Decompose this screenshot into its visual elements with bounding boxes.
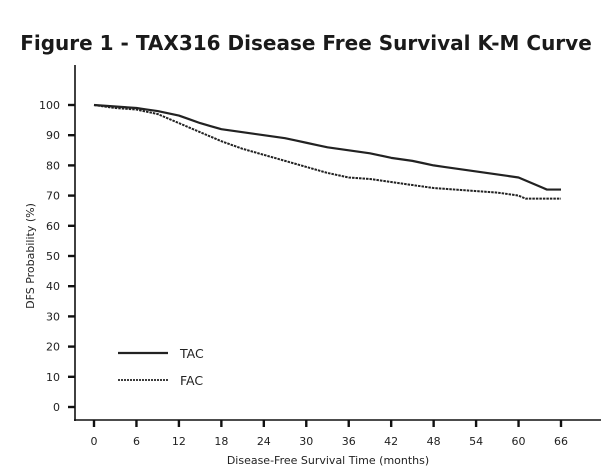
x-tick-label: 36 xyxy=(342,435,356,448)
y-tick-label: 0 xyxy=(53,401,60,414)
x-axis-label: Disease-Free Survival Time (months) xyxy=(227,454,429,467)
series-line-tac xyxy=(93,103,561,191)
x-tick-label: 0 xyxy=(91,435,98,448)
y-tick-label: 50 xyxy=(46,250,60,263)
y-tick-label: 90 xyxy=(46,129,60,142)
x-tick-label: 66 xyxy=(554,435,568,448)
legend-tac-label: TAC xyxy=(179,346,204,361)
axes xyxy=(74,65,601,421)
y-tick-label: 100 xyxy=(39,99,60,112)
x-tick-label: 6 xyxy=(133,435,140,448)
y-tick-label: 10 xyxy=(46,371,60,384)
y-tick-label: 70 xyxy=(46,190,60,203)
y-tick-label: 60 xyxy=(46,220,60,233)
x-tick-label: 24 xyxy=(257,435,271,448)
legend-fac-label: FAC xyxy=(180,373,203,388)
x-ticks: 0 6 12 18 24 30 36 42 48 54 60 66 xyxy=(91,420,568,448)
series-group xyxy=(93,103,561,200)
y-tick-label: 40 xyxy=(46,280,60,293)
series-line-fac xyxy=(93,104,561,200)
x-tick-label: 54 xyxy=(469,435,483,448)
y-tick-label: 20 xyxy=(46,341,60,354)
y-ticks: 0 10 20 30 40 50 60 70 80 90 100 xyxy=(39,99,75,414)
x-tick-label: 60 xyxy=(512,435,526,448)
x-tick-label: 42 xyxy=(384,435,398,448)
x-tick-label: 12 xyxy=(172,435,186,448)
x-tick-label: 48 xyxy=(427,435,441,448)
x-tick-label: 18 xyxy=(214,435,228,448)
legend: TAC FAC xyxy=(118,346,204,388)
y-axis-label: DFS Probability (%) xyxy=(24,203,37,309)
chart-title: Figure 1 - TAX316 Disease Free Survival … xyxy=(20,31,592,55)
y-tick-label: 80 xyxy=(46,159,60,172)
x-tick-label: 30 xyxy=(299,435,313,448)
y-tick-label: 30 xyxy=(46,310,60,323)
